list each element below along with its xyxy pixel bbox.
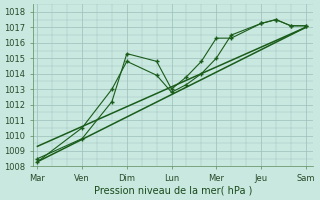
X-axis label: Pression niveau de la mer( hPa ): Pression niveau de la mer( hPa ): [94, 186, 252, 196]
